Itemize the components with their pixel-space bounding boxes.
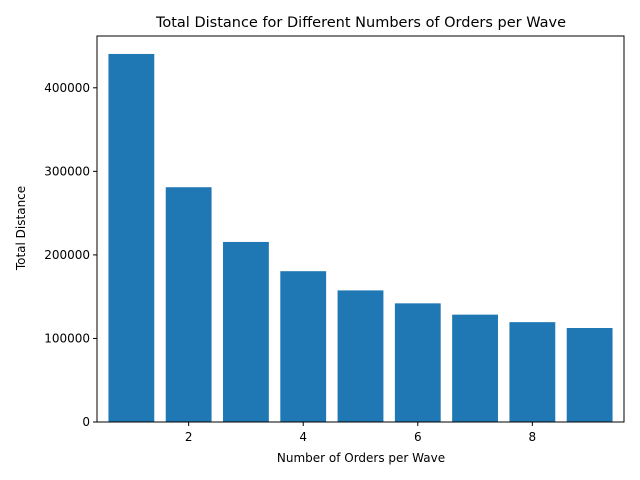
bar-8 [509, 322, 556, 422]
x-tick-label: 8 [529, 430, 537, 444]
bars-group [108, 53, 613, 423]
x-axis-ticks: 2 4 6 8 [185, 422, 536, 444]
y-axis-ticks: 0 100000 200000 300000 400000 [44, 81, 97, 429]
bar-3 [223, 241, 269, 422]
bar-1 [108, 53, 155, 423]
bar-7 [452, 314, 498, 422]
bar-5 [337, 290, 384, 422]
y-axis-label: Total Distance [14, 186, 28, 271]
bar-4 [280, 271, 327, 422]
bar-2 [165, 187, 212, 422]
x-tick-label: 6 [414, 430, 422, 444]
bar-9 [566, 328, 613, 422]
y-tick-label: 300000 [44, 164, 90, 178]
y-tick-label: 0 [82, 415, 90, 429]
bar-6 [394, 303, 441, 422]
y-tick-label: 200000 [44, 248, 90, 262]
x-tick-label: 4 [299, 430, 307, 444]
chart-title: Total Distance for Different Numbers of … [155, 15, 566, 31]
y-tick-label: 100000 [44, 331, 90, 345]
plot-area-frame [96, 35, 625, 423]
y-tick-label: 400000 [44, 81, 90, 95]
x-tick-label: 2 [185, 430, 193, 444]
x-axis-label: Number of Orders per Wave [277, 451, 445, 465]
